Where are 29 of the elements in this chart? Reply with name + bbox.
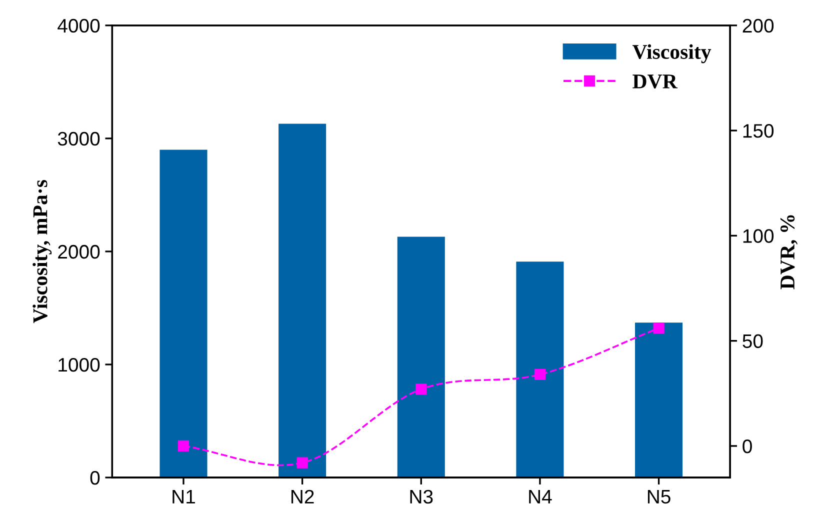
y-tick-label: 4000 xyxy=(58,18,100,33)
x-tick-label: N4 xyxy=(529,490,552,504)
x-tick-label: N2 xyxy=(291,490,314,504)
y-tick-label: 0 xyxy=(90,470,100,485)
y2-axis-title: DVR, % xyxy=(780,215,798,290)
point xyxy=(534,368,546,380)
point xyxy=(296,457,308,468)
y2-tick-label: 150 xyxy=(743,124,774,138)
point xyxy=(653,322,664,334)
y2-tick-label: 50 xyxy=(742,334,763,348)
point xyxy=(178,440,190,452)
x-tick-label: N1 xyxy=(172,490,195,504)
point xyxy=(416,384,427,395)
bar xyxy=(516,262,564,478)
bar xyxy=(278,124,326,478)
y-tick-label: 1000 xyxy=(58,358,100,372)
y-axis-title: Viscosity, mPa·s xyxy=(32,180,52,324)
legend-label: DVR xyxy=(632,74,678,89)
y2-tick-label: 200 xyxy=(742,18,774,33)
bar xyxy=(160,150,208,478)
y-tick-label: 3000 xyxy=(58,132,100,146)
x-tick-label: N5 xyxy=(648,490,670,504)
y-tick-label: 2000 xyxy=(58,244,100,259)
x-tick-label: N3 xyxy=(410,490,433,504)
y2-tick-label: 100 xyxy=(743,229,774,243)
y2-tick-label: 0 xyxy=(742,439,752,454)
bar xyxy=(397,236,445,478)
bar xyxy=(635,322,683,478)
legend-label: Viscosity xyxy=(632,44,712,64)
